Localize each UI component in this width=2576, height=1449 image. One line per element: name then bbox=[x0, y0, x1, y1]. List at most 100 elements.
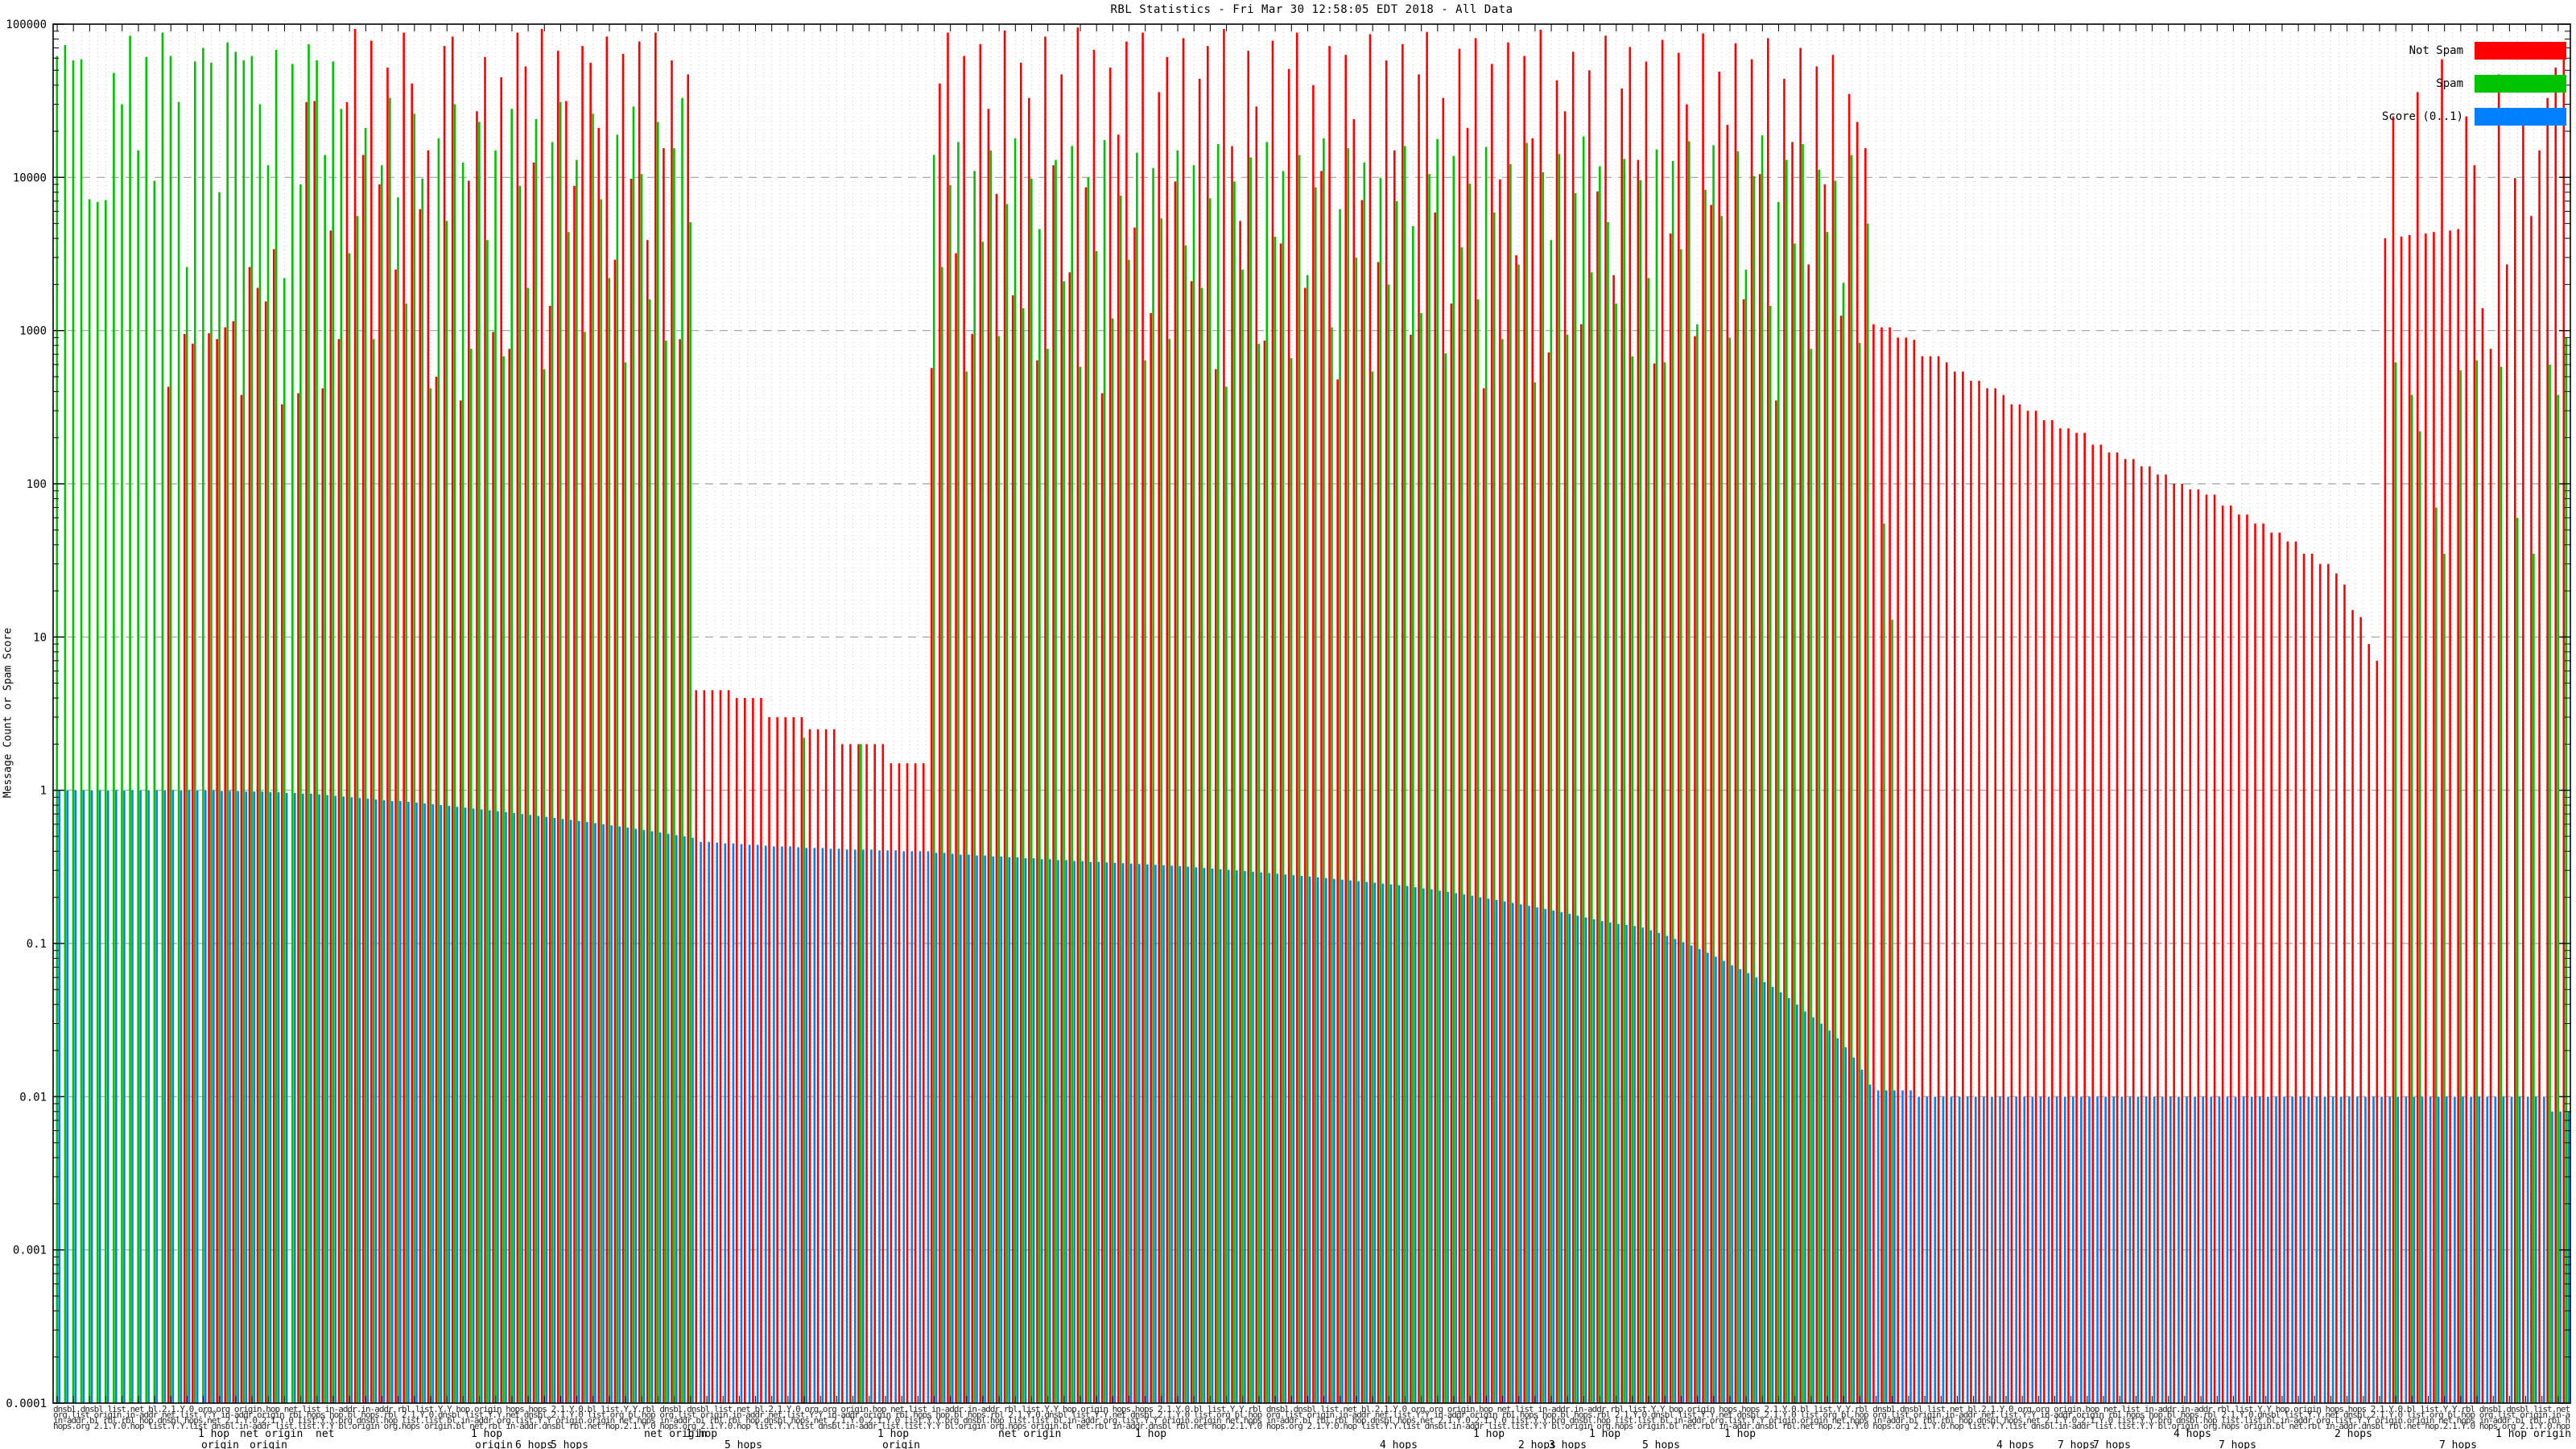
spam-bar bbox=[1030, 179, 1033, 1403]
not-spam-bar bbox=[183, 333, 186, 1403]
score-bar bbox=[1252, 871, 1254, 1403]
not-spam-bar bbox=[2294, 541, 2297, 1404]
not-spam-bar bbox=[1978, 381, 1980, 1404]
spam-bar bbox=[437, 138, 440, 1403]
score-bar bbox=[2104, 1096, 2107, 1403]
score-bar bbox=[1852, 1057, 1856, 1403]
not-spam-bar bbox=[2513, 178, 2516, 1403]
not-spam-bar bbox=[1579, 324, 1583, 1403]
not-spam-bar bbox=[224, 327, 227, 1403]
score-bar bbox=[196, 790, 199, 1403]
score-bar bbox=[1763, 981, 1766, 1403]
score-bar bbox=[2283, 1096, 2285, 1403]
not-spam-bar bbox=[557, 51, 559, 1404]
not-spam-bar bbox=[1726, 125, 1729, 1403]
not-spam-bar bbox=[1669, 233, 1672, 1404]
spam-bar bbox=[2394, 362, 2397, 1404]
score-bar bbox=[415, 803, 418, 1403]
x-tick-label-fragment: 2 hops bbox=[2334, 1428, 2372, 1440]
not-spam-bar bbox=[1880, 327, 1883, 1403]
score-bar bbox=[1828, 1030, 1831, 1403]
not-spam-bar bbox=[890, 763, 893, 1403]
spam-bar bbox=[161, 32, 164, 1404]
spam-bar bbox=[1005, 204, 1009, 1404]
score-bar bbox=[1333, 878, 1335, 1403]
not-spam-bar bbox=[329, 230, 332, 1404]
spam-bar bbox=[2443, 553, 2446, 1403]
not-spam-bar bbox=[744, 698, 746, 1403]
not-spam-bar bbox=[654, 32, 657, 1404]
score-bar bbox=[2323, 1096, 2326, 1403]
score-bar bbox=[407, 802, 410, 1403]
score-bar bbox=[691, 837, 694, 1403]
not-spam-bar bbox=[630, 179, 633, 1403]
not-spam-bar bbox=[2132, 459, 2135, 1403]
not-spam-bar bbox=[468, 180, 470, 1403]
score-bar bbox=[984, 855, 986, 1403]
not-spam-bar bbox=[516, 32, 519, 1404]
spam-bar bbox=[1119, 196, 1122, 1403]
score-bar bbox=[1625, 925, 1628, 1403]
spam-bar bbox=[1168, 339, 1171, 1404]
not-spam-bar bbox=[1458, 48, 1461, 1403]
score-bar bbox=[521, 814, 523, 1403]
not-spam-bar bbox=[2197, 489, 2200, 1403]
score-bar bbox=[1731, 965, 1733, 1403]
score-bar bbox=[1373, 882, 1377, 1403]
not-spam-bar bbox=[1515, 255, 1517, 1403]
score-bar bbox=[1479, 897, 1482, 1403]
not-spam-bar bbox=[865, 744, 868, 1403]
x-tick-label-fragment: 5 hops bbox=[551, 1439, 588, 1449]
spam-bar bbox=[1111, 318, 1114, 1404]
score-bar bbox=[472, 808, 475, 1403]
score-bar bbox=[1592, 919, 1596, 1403]
not-spam-bar bbox=[849, 744, 852, 1403]
not-spam-bar bbox=[1060, 74, 1063, 1403]
not-spam-bar bbox=[1588, 70, 1591, 1403]
not-spam-bar bbox=[1182, 38, 1185, 1403]
score-bar bbox=[1455, 893, 1457, 1403]
score-bar bbox=[2145, 1096, 2148, 1403]
not-spam-bar bbox=[508, 349, 511, 1404]
score-bar bbox=[781, 846, 783, 1403]
score-bar bbox=[374, 799, 378, 1403]
not-spam-bar bbox=[613, 259, 617, 1403]
score-bar bbox=[2007, 1096, 2009, 1403]
spam-bar bbox=[2410, 394, 2413, 1403]
score-bar bbox=[1641, 927, 1644, 1403]
not-spam-bar bbox=[2140, 466, 2143, 1403]
not-spam-bar bbox=[1596, 191, 1599, 1403]
x-tick-label-fragment: 4 hops bbox=[1996, 1439, 2034, 1449]
not-spam-bar bbox=[1523, 56, 1525, 1403]
spam-bar bbox=[949, 184, 952, 1404]
spam-bar bbox=[1534, 382, 1536, 1403]
not-spam-bar bbox=[167, 386, 170, 1404]
spam-bar bbox=[348, 253, 351, 1403]
not-spam-bar bbox=[1328, 46, 1331, 1403]
spam-bar bbox=[1290, 358, 1293, 1403]
spam-bar bbox=[185, 266, 188, 1404]
spam-bar bbox=[308, 43, 310, 1403]
spam-bar bbox=[803, 737, 806, 1403]
spam-bar bbox=[324, 155, 326, 1403]
not-spam-bar bbox=[947, 32, 949, 1404]
not-spam-bar bbox=[1758, 174, 1761, 1403]
not-spam-bar bbox=[1986, 388, 1988, 1403]
spam-bar bbox=[932, 155, 935, 1403]
score-bar bbox=[2339, 1096, 2343, 1403]
score-bar bbox=[2169, 1096, 2172, 1403]
spam-bar bbox=[453, 104, 456, 1403]
score-bar bbox=[2356, 1096, 2359, 1403]
score-bar bbox=[2120, 1096, 2124, 1403]
not-spam-bar bbox=[192, 344, 194, 1403]
not-spam-bar bbox=[1076, 27, 1080, 1404]
score-bar bbox=[1779, 992, 1782, 1403]
not-spam-bar bbox=[2262, 523, 2264, 1404]
spam-bar bbox=[1777, 202, 1780, 1403]
spam-bar bbox=[608, 278, 611, 1403]
spam-bar bbox=[1818, 169, 1820, 1404]
score-bar bbox=[382, 800, 386, 1403]
not-spam-bar bbox=[646, 240, 649, 1403]
not-spam-bar bbox=[2554, 68, 2557, 1403]
not-spam-bar bbox=[281, 404, 283, 1403]
